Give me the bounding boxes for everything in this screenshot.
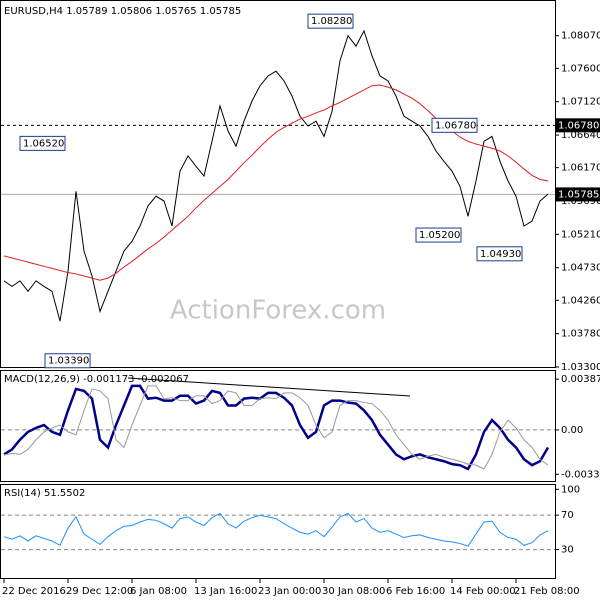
y-tick-label: 1.03780 [561,329,600,340]
signal-value: -0.002067 [138,374,189,385]
series-line [3,385,549,470]
close: 1.05785 [200,6,241,17]
rsi-panel [0,484,556,579]
last-price-label: 1.05785 [558,189,599,200]
annotation-box [415,227,462,243]
y-tick-label: 1.07600 [561,63,600,74]
x-tick-label: 29 Dec 12:00 [66,586,133,597]
macd-header: MACD(12,26,9) -0.001173 -0.002067 [4,374,189,385]
x-tick-label: 13 Jan 16:00 [194,586,257,597]
trendline [127,377,411,397]
annotation-label: 1.04930 [480,249,521,260]
x-tick-label: 22 Dec 2016 [2,586,66,597]
annotation-label: 1.06780 [435,120,476,131]
y-tick-label: 1.07120 [561,97,600,108]
x-tick-label: 6 Jan 08:00 [130,586,187,597]
price-panel [0,0,556,368]
y-tick-label: 30 [561,545,574,556]
series-line [3,84,549,281]
annotation-label: 1.03390 [48,356,89,367]
rsi-value: 51.5502 [44,488,85,499]
price-header: EURUSD,H4 1.05789 1.05806 1.05765 1.0578… [4,6,241,17]
y-tick-label: 1.06640 [561,130,600,141]
high: 1.05806 [111,6,152,17]
y-tick-label: 1.04260 [561,295,600,306]
rsi-header: RSI(14) 51.5502 [4,488,85,499]
rsi-title: RSI(14) [4,488,41,499]
y-tick-label: 1.03300 [561,362,600,373]
y-tick-label: 100 [561,484,580,495]
y-tick-label: 1.05210 [561,229,600,240]
series-line [3,512,549,547]
annotation-box [307,13,354,29]
series-line [3,29,549,322]
y-tick-label: 70 [561,510,574,521]
last-price-box [556,187,600,202]
macd-title: MACD(12,26,9) [4,374,80,385]
y-tick-label: 0.00 [561,425,583,436]
open: 1.05789 [66,6,107,17]
y-tick-label: 1.04730 [561,263,600,274]
low: 1.05765 [155,6,196,17]
y-tick-label: 0.003879 [561,374,600,385]
y-tick-label: 1.08070 [561,31,600,42]
x-tick-label: 21 Feb 08:00 [514,586,580,597]
x-tick-label: 30 Jan 08:00 [322,586,385,597]
annotation-label: 1.06520 [23,138,64,149]
annotation-box [431,117,478,133]
annotation-box [476,246,523,262]
y-tick-label: -0.003387 [561,469,600,480]
annotation-box [44,353,91,369]
series-line [3,384,550,471]
level-label: 1.06780 [558,120,599,131]
x-tick-label: 14 Feb 00:00 [450,586,516,597]
macd-value: -0.001173 [83,374,134,385]
x-tick-label: 23 Jan 00:00 [258,586,321,597]
annotation-label: 1.05200 [419,230,460,241]
annotation-label: 1.08280 [311,16,352,27]
y-tick-label: 1.05690 [561,196,600,207]
x-tick-label: 6 Feb 16:00 [386,586,445,597]
y-tick-label: 1.06170 [561,163,600,174]
symbol: EURUSD,H4 [4,6,63,17]
annotation-box [19,135,66,151]
level-label-box [556,118,600,133]
watermark: ActionForex.com [170,296,386,326]
